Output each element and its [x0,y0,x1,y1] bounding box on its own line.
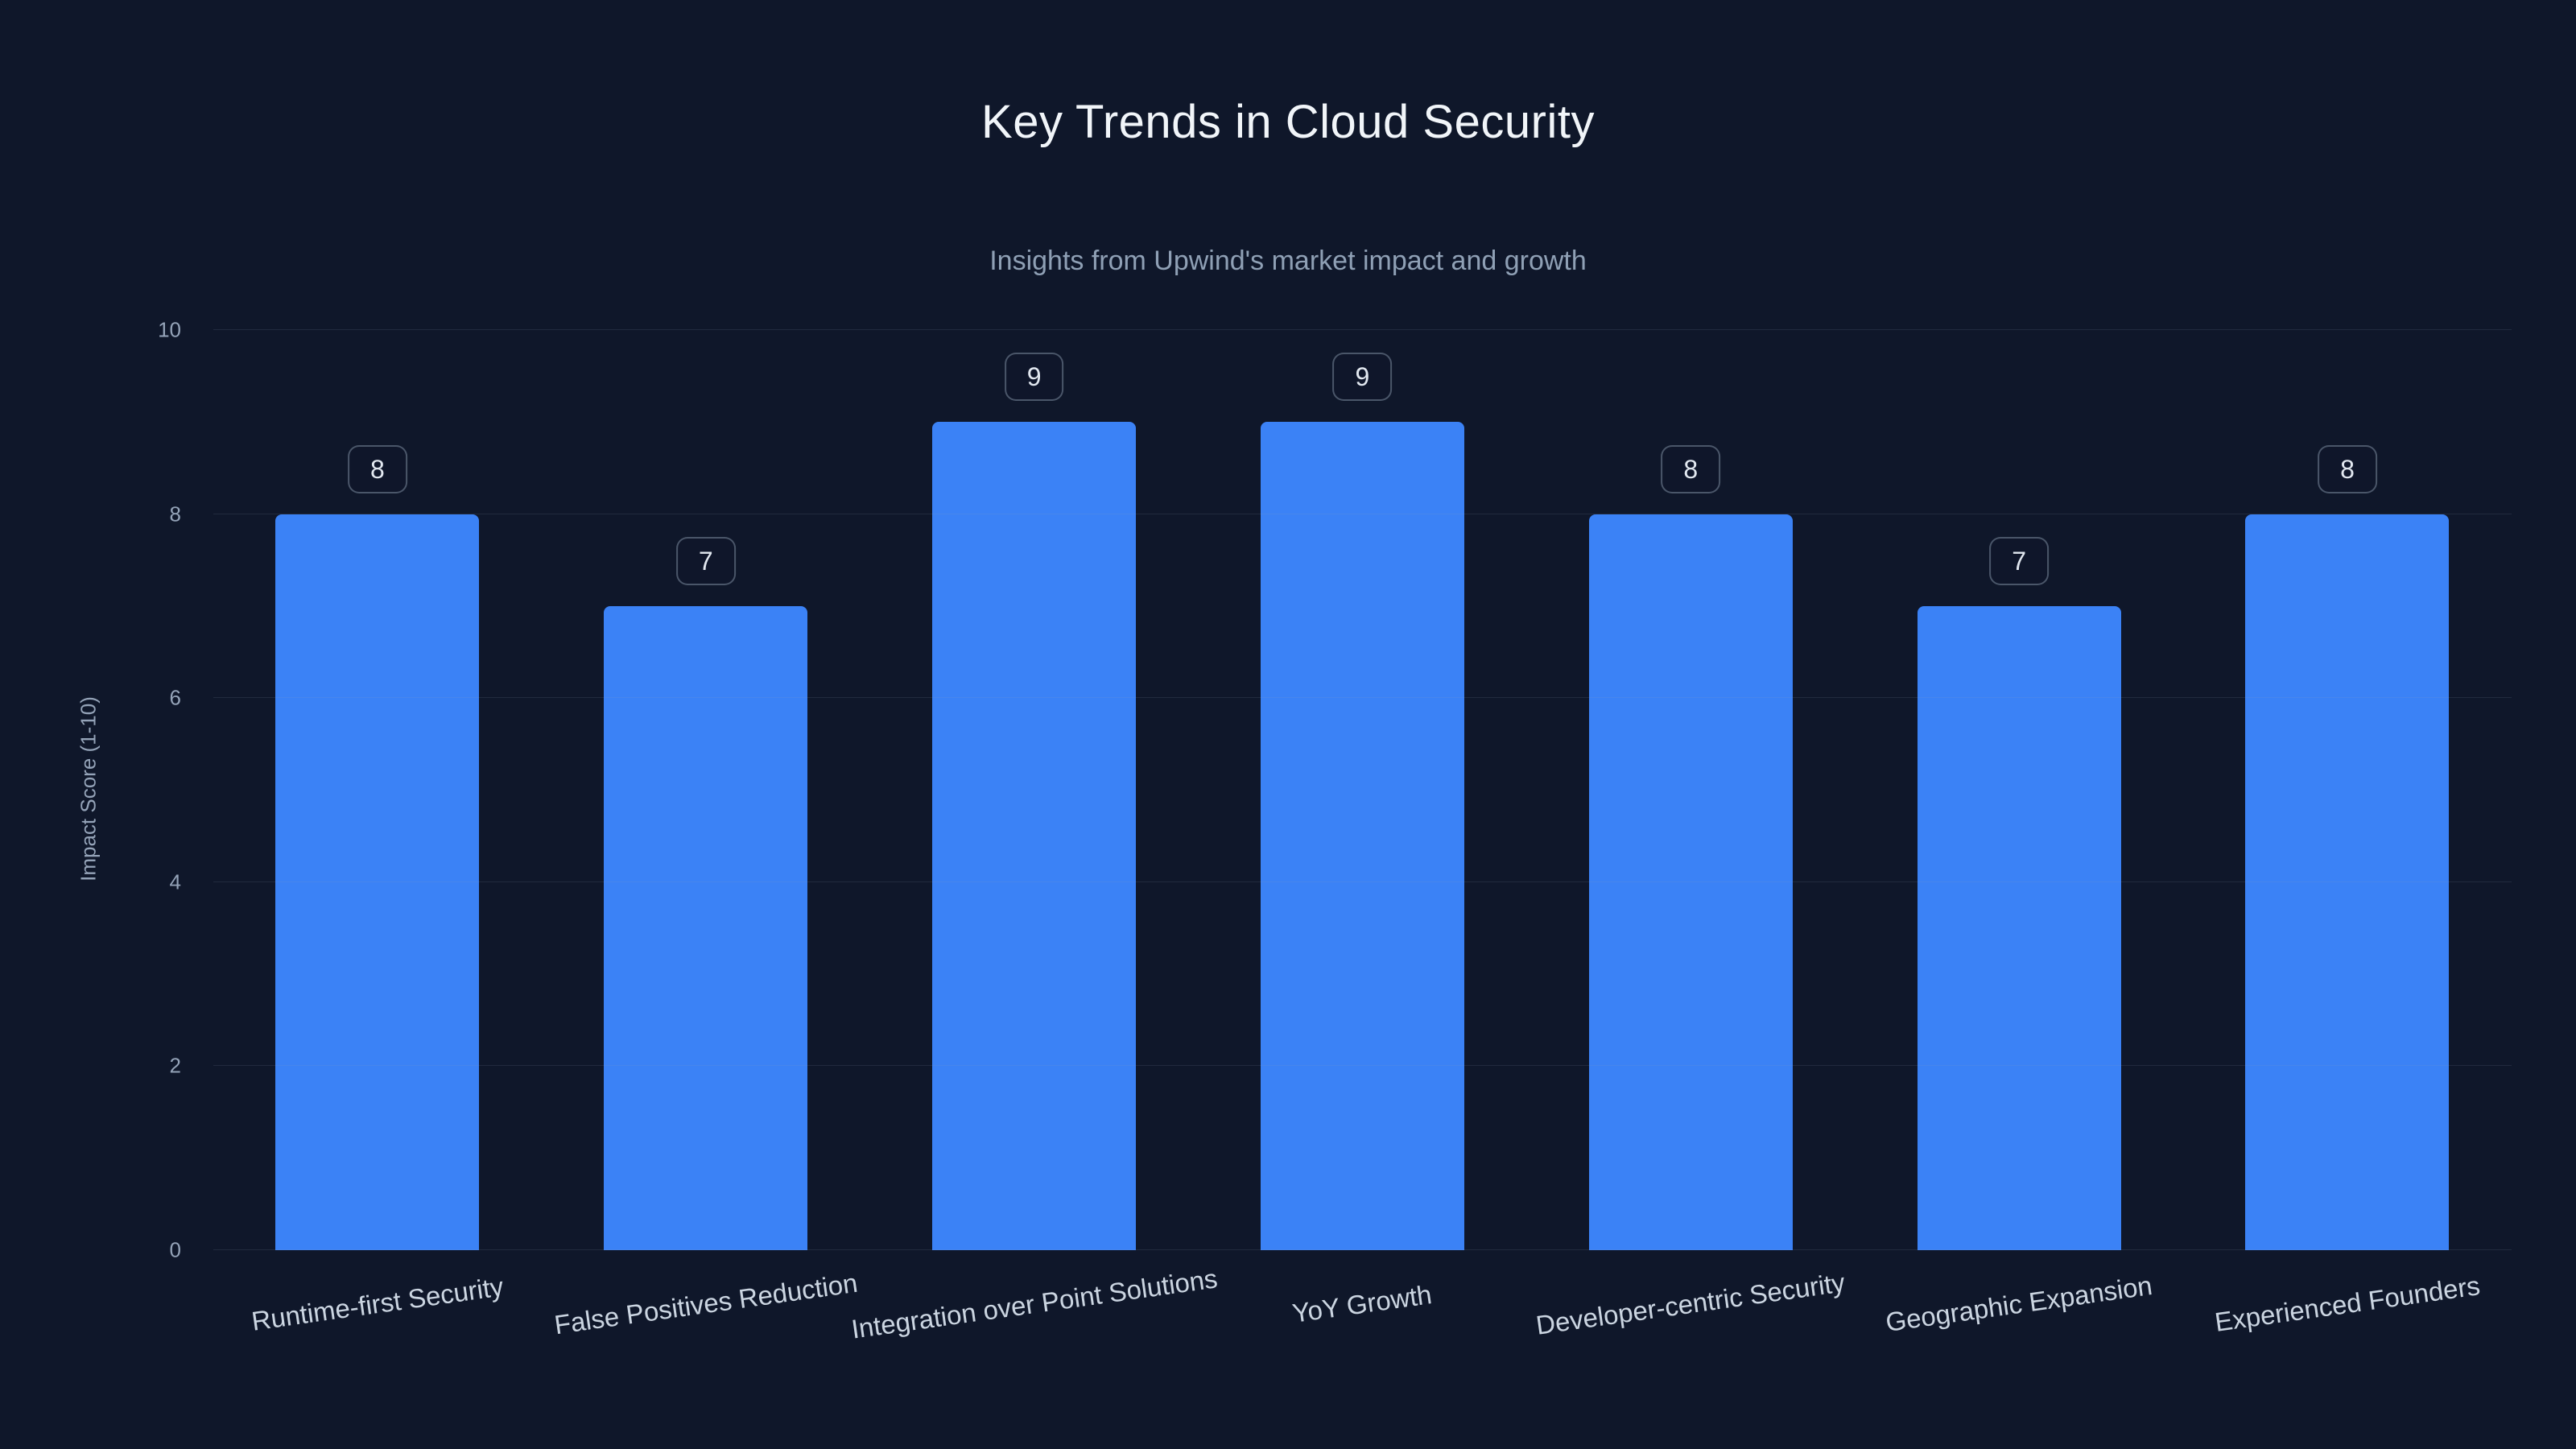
value-badge: 7 [675,536,736,585]
bar [604,605,808,1250]
bar [1260,422,1464,1250]
chart-title: Key Trends in Cloud Security [981,96,1595,148]
plot-area: 8 Runtime-first Security 7 False Positives … [213,329,2512,1344]
y-tick-label-10: 10 [158,317,181,342]
value-badge: 7 [1989,536,2050,585]
y-tick-label-2: 2 [169,1053,181,1078]
y-tick-label-4: 4 [169,869,181,894]
bar-group: 8 Runtime-first Security [250,330,506,1336]
y-tick-label-8: 8 [169,502,181,526]
x-tick-label: YoY Growth [1290,1279,1435,1328]
gridline-y-6 [213,697,2512,699]
gridline-y-10 [213,329,2512,330]
x-tick-label: False Positives Reduction [552,1267,860,1340]
bar [2245,514,2450,1250]
x-tick-label: Experienced Founders [2212,1270,2482,1337]
value-badge: 8 [348,444,407,493]
bar-group: 7 False Positives Reduction [552,330,859,1340]
bar-group: 8 Developer-centric Security [1534,330,1847,1340]
gridline-y-0 [213,1249,2512,1250]
bar-group: 8 Experienced Founders [2213,330,2482,1337]
chart-subtitle: Insights from Upwind's market impact and… [989,246,1587,276]
x-tick-label: Geographic Expansion [1884,1269,2154,1338]
bar-group: 7 Geographic Expansion [1884,330,2154,1337]
x-tick-label: Integration over Point Solutions [848,1263,1220,1344]
value-badge: 9 [1332,353,1393,402]
bar [1917,605,2121,1250]
value-badge: 8 [2318,444,2377,493]
bar-series: 8 Runtime-first Security 7 False Positives … [213,330,2512,1344]
y-axis: 0 2 4 6 8 10 [0,318,197,1262]
x-tick-label: Developer-centric Security [1534,1267,1847,1340]
x-tick-label: Runtime-first Security [250,1271,506,1336]
value-badge: 8 [1661,444,1721,493]
bar-group: 9 YoY Growth [1260,330,1464,1328]
bar [932,422,1137,1250]
bar-group: 9 Integration over Point Solutions [849,330,1219,1344]
bar [275,514,480,1250]
y-tick-label-6: 6 [169,685,181,710]
gridline-y-4 [213,881,2512,882]
gridline-y-2 [213,1065,2512,1067]
value-badge: 9 [1004,353,1064,402]
bar [1588,514,1793,1250]
y-tick-label-0: 0 [169,1237,181,1262]
